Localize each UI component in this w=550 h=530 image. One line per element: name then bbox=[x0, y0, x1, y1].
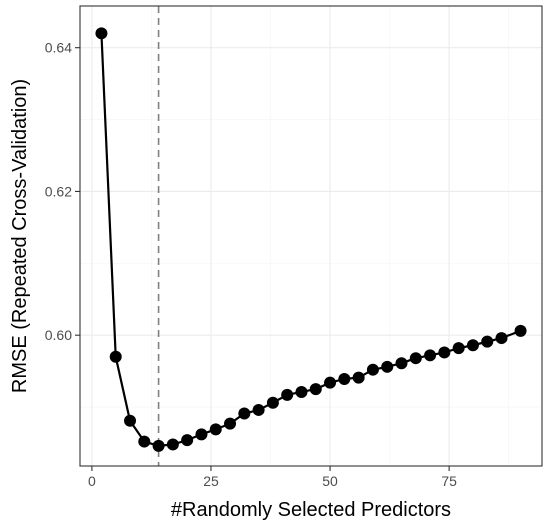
data-point bbox=[95, 27, 108, 40]
data-point bbox=[166, 438, 179, 451]
data-point bbox=[324, 376, 337, 389]
data-point bbox=[452, 342, 465, 355]
data-point bbox=[481, 335, 494, 348]
data-point bbox=[495, 332, 508, 345]
data-point bbox=[424, 349, 437, 362]
data-point bbox=[281, 388, 294, 401]
data-point bbox=[238, 407, 251, 420]
y-tick-label: 0.64 bbox=[45, 40, 72, 56]
x-axis-title: #Randomly Selected Predictors bbox=[171, 499, 451, 521]
data-point bbox=[409, 352, 422, 365]
data-point bbox=[224, 417, 237, 430]
data-point bbox=[181, 434, 194, 447]
x-tick-label: 75 bbox=[441, 473, 457, 489]
data-point bbox=[152, 439, 165, 452]
data-point bbox=[466, 339, 479, 352]
y-tick-label: 0.62 bbox=[45, 183, 72, 199]
data-point bbox=[266, 396, 279, 409]
data-point bbox=[252, 403, 265, 416]
y-axis-title: RMSE (Repeated Cross-Validation) bbox=[9, 79, 31, 393]
axes: 0 25 50 75 0.60 0.62 0.64 bbox=[45, 40, 457, 489]
data-point bbox=[366, 363, 379, 376]
data-point bbox=[295, 385, 308, 398]
data-point bbox=[352, 371, 365, 384]
y-tick-label: 0.60 bbox=[45, 327, 72, 343]
x-tick-label: 25 bbox=[203, 473, 219, 489]
data-point bbox=[514, 324, 527, 337]
data-point bbox=[109, 350, 122, 363]
data-point bbox=[138, 435, 151, 448]
data-point bbox=[195, 428, 208, 441]
grid bbox=[80, 6, 542, 466]
data-point bbox=[309, 383, 322, 396]
panel-border bbox=[79, 5, 543, 467]
x-tick-label: 0 bbox=[88, 473, 96, 489]
series bbox=[95, 27, 527, 452]
data-point bbox=[338, 373, 351, 386]
data-point bbox=[381, 360, 394, 373]
data-point bbox=[395, 357, 408, 370]
x-tick-label: 50 bbox=[322, 473, 338, 489]
data-point bbox=[124, 414, 137, 427]
data-point bbox=[209, 423, 222, 436]
data-point bbox=[438, 346, 451, 359]
